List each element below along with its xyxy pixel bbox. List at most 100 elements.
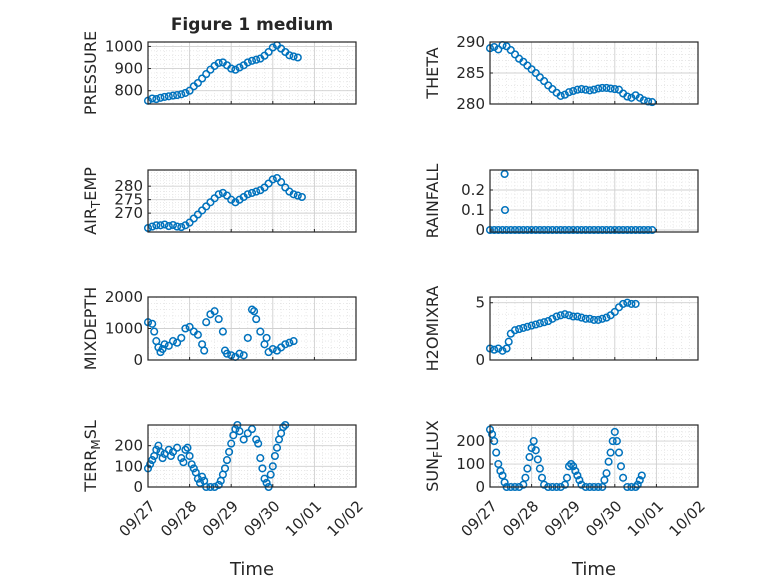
data-point bbox=[148, 94, 157, 103]
data-point bbox=[619, 299, 628, 308]
data-point bbox=[262, 478, 271, 487]
data-point bbox=[279, 423, 288, 432]
data-point bbox=[220, 464, 230, 473]
y-tick-label: 100 bbox=[456, 455, 485, 473]
data-point bbox=[285, 51, 294, 60]
data-point bbox=[164, 341, 173, 350]
data-point bbox=[235, 427, 244, 436]
data-point bbox=[502, 225, 511, 235]
data-point bbox=[544, 225, 553, 235]
plot-area-sun_flux bbox=[490, 425, 698, 487]
data-point bbox=[252, 55, 261, 64]
x-tick-label: 09/29 bbox=[199, 497, 242, 540]
x-tick-label: 09/27 bbox=[115, 497, 158, 540]
data-point bbox=[569, 225, 578, 235]
data-point bbox=[602, 83, 611, 92]
x-tick-label: 09/28 bbox=[499, 497, 542, 540]
data-point bbox=[623, 298, 632, 307]
data-point bbox=[540, 318, 549, 327]
data-point bbox=[564, 225, 574, 235]
figure-title: Figure 1 medium bbox=[171, 15, 333, 35]
data-point bbox=[225, 447, 234, 456]
data-point bbox=[614, 448, 624, 457]
data-point bbox=[252, 187, 261, 196]
x-tick-label: 09/28 bbox=[157, 497, 200, 540]
data-point bbox=[604, 457, 613, 466]
data-point bbox=[623, 225, 632, 235]
data-point bbox=[494, 344, 503, 353]
panel-mixdepth: 0 1000 2000 MIXDEPTH bbox=[81, 287, 357, 370]
data-point bbox=[189, 464, 198, 473]
axes-box-rainfall bbox=[489, 169, 699, 233]
data-point bbox=[146, 460, 155, 469]
data-point bbox=[506, 225, 515, 235]
plot-area-rainfall bbox=[490, 170, 698, 232]
y-label-subscript: T bbox=[89, 200, 103, 209]
data-point bbox=[202, 70, 211, 79]
data-point bbox=[281, 340, 290, 349]
data-point bbox=[644, 97, 653, 106]
axes-box-sun_flux bbox=[489, 424, 699, 488]
data-point bbox=[531, 320, 540, 329]
data-point bbox=[293, 191, 302, 200]
y-tick-label: 5 bbox=[475, 294, 485, 312]
data-point bbox=[177, 454, 186, 463]
y-axis-label-sun_flux: SUNFLUX bbox=[423, 420, 445, 492]
data-point bbox=[247, 56, 257, 65]
data-point bbox=[627, 299, 636, 308]
data-point bbox=[156, 221, 165, 230]
x-axis-label-left: Time bbox=[229, 559, 274, 580]
data-point bbox=[210, 307, 219, 316]
data-point bbox=[544, 317, 553, 326]
data-point bbox=[268, 344, 277, 354]
data-point bbox=[533, 455, 542, 464]
data-point bbox=[277, 178, 286, 187]
data-point bbox=[644, 225, 653, 235]
data-point bbox=[637, 471, 646, 480]
data-point bbox=[243, 333, 252, 342]
data-point bbox=[602, 225, 611, 235]
data-point bbox=[598, 83, 607, 92]
data-point bbox=[164, 222, 173, 231]
data-point bbox=[577, 85, 586, 94]
data-point bbox=[581, 85, 590, 94]
data-point bbox=[639, 225, 648, 235]
data-point bbox=[254, 439, 263, 448]
data-point bbox=[262, 333, 271, 342]
y-tick-label: 0.2 bbox=[461, 181, 485, 199]
data-point bbox=[633, 480, 642, 489]
data-point bbox=[243, 58, 252, 67]
data-point bbox=[293, 53, 302, 62]
data-point bbox=[152, 221, 161, 230]
data-point bbox=[600, 476, 609, 485]
data-point bbox=[529, 437, 538, 446]
data-point bbox=[235, 63, 244, 72]
data-point bbox=[535, 464, 544, 473]
data-point bbox=[562, 473, 572, 482]
data-point bbox=[494, 45, 503, 54]
data-point bbox=[496, 466, 505, 475]
x-tick-label: 10/02 bbox=[323, 497, 366, 540]
axes-box-h2omixra bbox=[489, 296, 699, 361]
y-label-suffix: SL bbox=[81, 420, 100, 439]
data-point bbox=[152, 445, 161, 454]
data-point bbox=[560, 310, 569, 319]
y-tick-label: 1000 bbox=[105, 320, 143, 338]
data-point bbox=[631, 299, 640, 308]
y-label-subscript: M bbox=[89, 439, 103, 449]
data-point bbox=[648, 225, 657, 235]
data-point bbox=[256, 327, 265, 336]
data-point bbox=[177, 223, 186, 232]
data-point bbox=[222, 349, 232, 358]
plot-area-h2omixra bbox=[490, 297, 698, 360]
data-point bbox=[548, 225, 557, 235]
data-point bbox=[231, 65, 240, 74]
data-point bbox=[258, 464, 267, 473]
data-point bbox=[243, 190, 252, 199]
y-tick-label: 100 bbox=[114, 457, 143, 475]
y-axis-label-air_temp: AIRTEMP bbox=[81, 167, 103, 235]
data-point bbox=[531, 446, 540, 455]
y-tick-label: 200 bbox=[114, 437, 143, 455]
